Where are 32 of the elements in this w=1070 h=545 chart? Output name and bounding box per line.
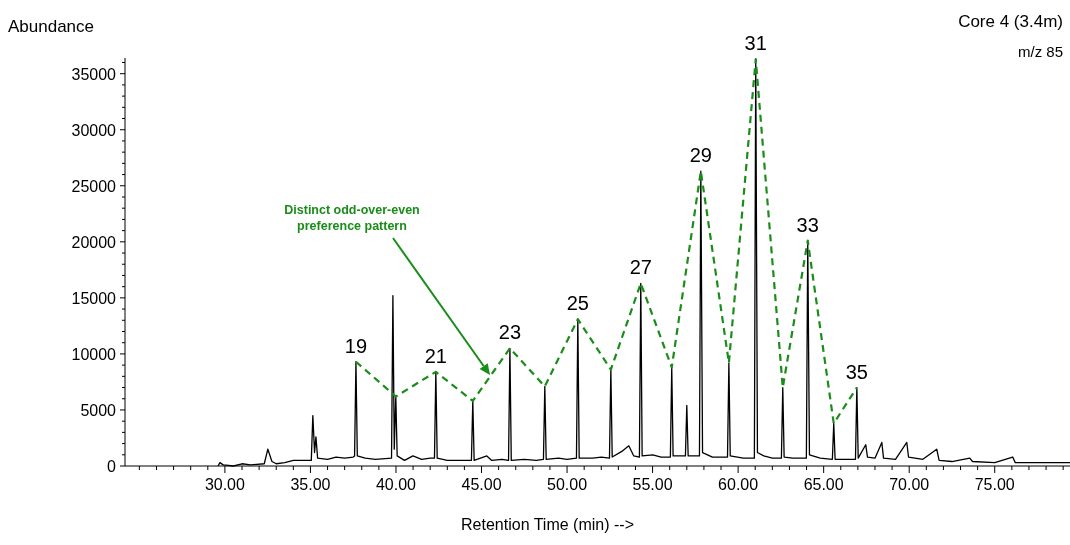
chart-title: Core 4 (3.4m): [958, 12, 1063, 31]
y-axis-title: Abundance: [8, 17, 95, 36]
y-tick-label: 0: [107, 458, 117, 475]
y-tick-label: 30000: [71, 121, 117, 139]
x-tick-label: 60.00: [718, 476, 759, 493]
annotation: 21: [424, 344, 447, 367]
y-tick-label: 5000: [80, 401, 117, 419]
annotation: 33: [796, 213, 819, 236]
y-tick-label: 20000: [71, 233, 117, 251]
x-tick-label: 35.00: [290, 476, 331, 493]
annotation: 31: [744, 32, 767, 55]
x-tick-label: 70.00: [889, 476, 930, 493]
annotation: 25: [566, 292, 589, 315]
y-tick-label: 35000: [71, 65, 117, 83]
annotation: Distinct odd-over-even preference pattern: [284, 203, 420, 233]
x-tick-label: 65.00: [803, 476, 844, 493]
annotation: 23: [498, 321, 522, 344]
x-tick-label: 75.00: [974, 476, 1015, 493]
x-tick-label: 50.00: [547, 476, 588, 493]
x-tick-label: 45.00: [461, 476, 502, 493]
annotation: 27: [629, 256, 652, 279]
x-axis-title: Retention Time (min) -->: [461, 516, 634, 533]
y-tick-label: 15000: [71, 289, 117, 307]
y-tick-label: 25000: [71, 177, 117, 195]
annotation: 35: [845, 360, 868, 383]
x-tick-label: 30.00: [204, 476, 246, 493]
annotation: 19: [344, 334, 368, 357]
x-tick-label: 40.00: [375, 476, 417, 493]
y-tick-label: 10000: [71, 345, 117, 363]
chart-subtitle: m/z 85: [1017, 43, 1063, 60]
x-tick-label: 55.00: [632, 476, 673, 493]
annotation: 29: [689, 144, 712, 167]
